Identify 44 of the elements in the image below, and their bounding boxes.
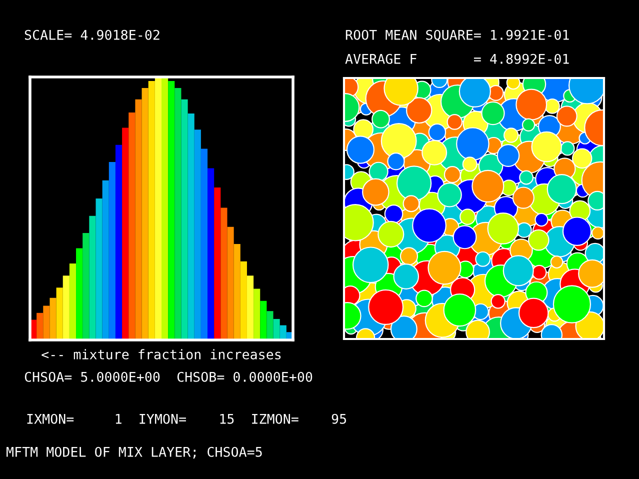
- bar: [148, 80, 155, 340]
- bar: [96, 198, 102, 340]
- bar: [62, 276, 70, 340]
- bar: [254, 288, 260, 340]
- bar: [240, 261, 247, 340]
- bar: [82, 232, 90, 340]
- bar: [69, 263, 76, 340]
- text: CHSOA= 5.0000E+00 CHSOB= 0.0000E+00: [24, 372, 312, 382]
- bar: [102, 180, 109, 340]
- bar: [154, 77, 162, 340]
- bar: [108, 162, 116, 340]
- bar: [115, 144, 122, 340]
- text: AVERAGE F = 4.8992E-01: [345, 54, 569, 64]
- bar: [128, 112, 136, 340]
- bar: [36, 312, 44, 340]
- x-axis-title: <-- mixture fraction increases: [42, 349, 281, 360]
- bar: [234, 244, 240, 340]
- bar: [174, 88, 182, 340]
- bar: [181, 99, 188, 340]
- bar: [142, 88, 148, 340]
- bar: [260, 300, 267, 340]
- bar: [89, 216, 96, 340]
- bar: [122, 128, 129, 340]
- bar: [273, 318, 280, 340]
- bar: [162, 77, 168, 340]
- bar: [220, 208, 228, 340]
- bar: [56, 288, 63, 340]
- bar: [214, 187, 221, 340]
- bar: [266, 311, 274, 340]
- bar: [194, 130, 201, 340]
- text: ROOT MEAN SQUARE= 1.9921E-01: [346, 30, 569, 42]
- bar: [168, 80, 175, 340]
- bar: [76, 248, 83, 340]
- text: MFTM MODEL OF MIX LAYER; CHSOA=5: [6, 446, 262, 459]
- text: IXMON= 1 IYMON= 15 IZMON= 95: [27, 414, 346, 424]
- bar: [50, 298, 56, 340]
- bar: [43, 306, 50, 340]
- bar: [208, 168, 214, 340]
- bar: [246, 276, 254, 340]
- bar: [188, 114, 194, 340]
- bar: [200, 148, 208, 340]
- bar: [135, 99, 142, 340]
- bar: [227, 226, 234, 340]
- chart-title: SCALE= 4.9018E-02: [24, 30, 160, 40]
